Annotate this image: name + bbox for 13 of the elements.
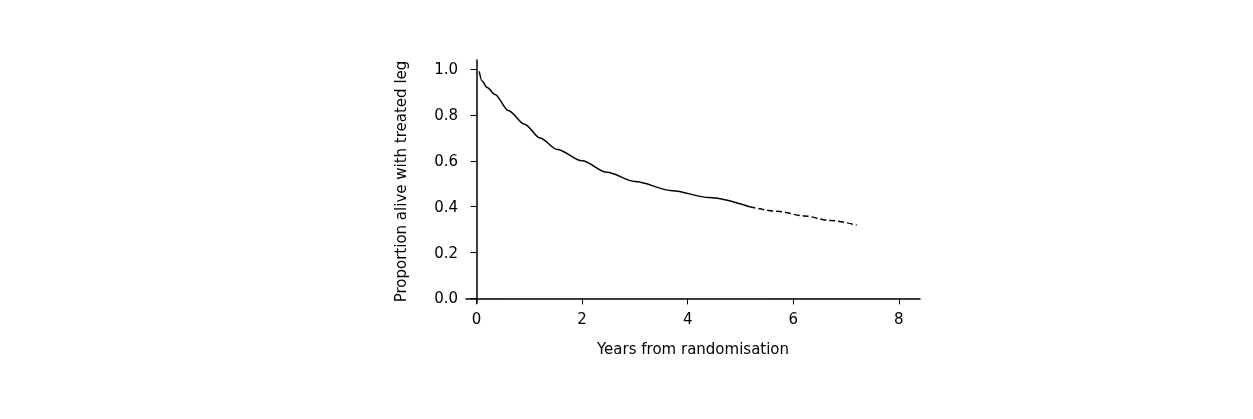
x-axis-title: Years from randomisation <box>595 339 790 358</box>
x-tick-label: 8 <box>894 309 904 328</box>
y-tick-label: 0.8 <box>434 106 458 125</box>
x-tick-label: 0 <box>471 309 482 328</box>
x-tick-label: 2 <box>577 309 587 328</box>
y-axis-title: Proportion alive with treated leg <box>391 60 410 303</box>
x-tick-label: 6 <box>788 309 799 328</box>
y-tick-label: 0.4 <box>434 197 458 216</box>
y-tick-label: 1.0 <box>434 60 458 79</box>
y-tick-label: 0.6 <box>434 151 458 170</box>
x-tick-label: 4 <box>682 309 693 328</box>
y-tick-label: 0.2 <box>434 243 458 262</box>
y-tick-label: 0.0 <box>434 289 458 308</box>
